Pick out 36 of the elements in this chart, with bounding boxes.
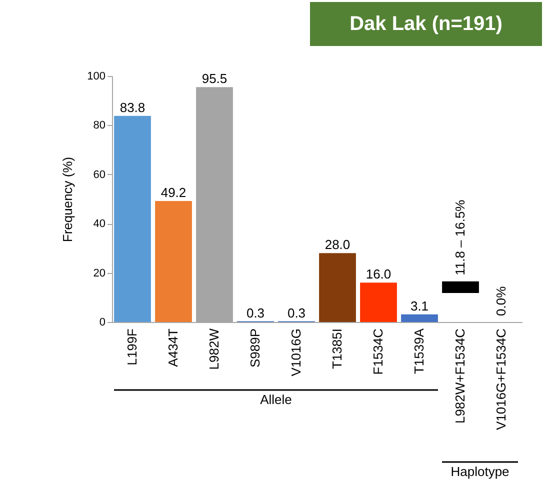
bar: [319, 253, 356, 322]
y-tick-label: 0: [99, 316, 106, 328]
data-label: 28.0: [324, 237, 350, 252]
x-tick-label: T1539A: [412, 328, 426, 374]
data-label: 16.0: [366, 266, 392, 282]
x-tick-label: L982W+F1534C: [452, 328, 468, 424]
data-label: 0.3: [287, 305, 306, 320]
text: Allele: [260, 392, 292, 407]
annotation: 11.8 – 16.5%: [452, 199, 468, 276]
bar: [442, 281, 479, 293]
x-tick-label: V1016G+F1534C: [494, 328, 508, 430]
x-tick-label: V1016G: [288, 328, 304, 376]
data-label: 49.2: [160, 184, 186, 200]
x-tick-label: L199F: [124, 328, 140, 366]
bar: [360, 282, 397, 322]
bar: [155, 200, 192, 322]
y-tick-label: 80: [93, 120, 106, 132]
y-tick-label: 60: [93, 168, 106, 181]
x-tick-label: F1534C: [370, 328, 386, 375]
data-label: 0.3: [246, 305, 265, 320]
bar: [401, 314, 438, 322]
data-label: 3.1: [410, 298, 429, 314]
x-tick-label: L982W: [206, 328, 222, 370]
text: Haplotype: [450, 464, 510, 479]
y-tick-label: 100: [87, 70, 106, 82]
y-tick-label: 20: [93, 267, 106, 280]
y-tick-label: 40: [93, 218, 106, 230]
y-axis-title: Frequency (%): [60, 156, 76, 242]
data-label: 95.5: [202, 71, 228, 86]
data-label: 83.8: [120, 100, 146, 115]
chart-title: Dak Lak (n=191): [350, 13, 502, 35]
x-tick-label: S989P: [248, 328, 262, 368]
x-tick-label: T1385I: [330, 328, 344, 369]
x-tick-label: A434T: [166, 328, 180, 367]
annotation: 0.0%: [494, 286, 508, 316]
bar: [114, 116, 151, 322]
